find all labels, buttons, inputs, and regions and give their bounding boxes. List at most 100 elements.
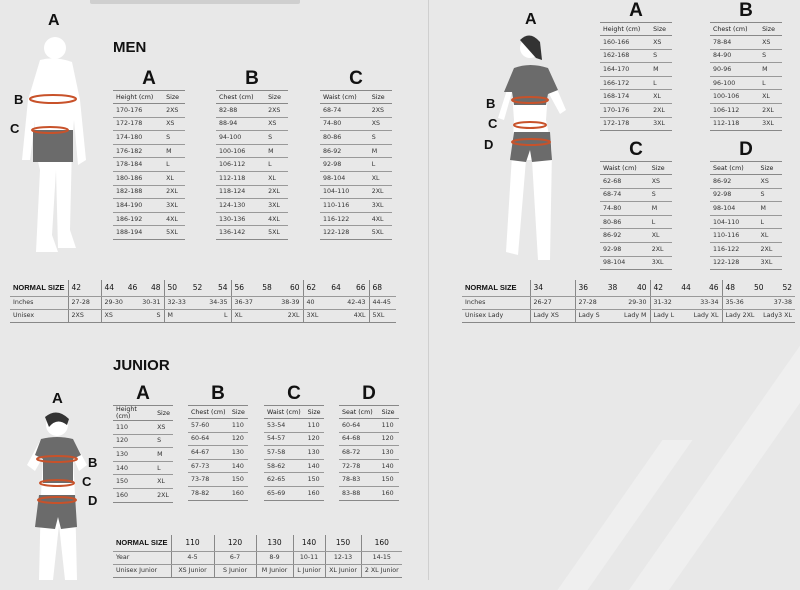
table-cell: M <box>154 447 173 462</box>
table-cell: 122-128 <box>710 256 758 271</box>
table-cell: 3XL <box>368 198 392 213</box>
column-header: Size <box>648 161 672 175</box>
table-cell: 130 <box>378 445 399 460</box>
junior-figure <box>27 412 87 580</box>
size-group-values: 34 <box>534 283 572 292</box>
table-cell: M <box>368 144 392 159</box>
table-header-row: Height (cm) Size <box>113 90 185 104</box>
size-group-values: XL Junior <box>329 567 358 574</box>
size-group-cell: 6-7 <box>213 551 257 565</box>
table-row: 120 S <box>113 434 173 449</box>
table-cell: S <box>759 49 782 64</box>
table-cell: 116-122 <box>320 212 369 227</box>
size-group-cell: 4-5 <box>170 551 215 565</box>
table-row: 62-65 150 <box>264 472 324 487</box>
size-group-cell: Lady XS <box>529 309 575 323</box>
size-group-cell: 32-33 34-35 <box>163 296 232 310</box>
table-row: 90-96 M <box>710 62 782 77</box>
table-cell: M <box>163 144 185 159</box>
table-row: 186-192 4XL <box>113 212 185 227</box>
table-row: 86-92 M <box>320 144 392 159</box>
table-row: 68-74 S <box>600 188 672 203</box>
table-row: 64-67 130 <box>188 445 248 460</box>
size-group-cell: 160 <box>360 535 403 552</box>
table-cell: S <box>648 188 672 203</box>
size-group-values: 140 <box>297 538 322 547</box>
table-cell: 74-80 <box>320 117 369 132</box>
table-header-row: Waist (cm) Size <box>320 90 392 104</box>
size-value: 44-45 <box>372 299 391 306</box>
table-row: 64-68 120 <box>339 432 399 447</box>
size-value: 48 <box>725 283 736 293</box>
table-row: 160 2XL <box>113 488 173 503</box>
table-row: 160-166 XS <box>600 35 672 50</box>
size-group-cell: S Junior <box>213 564 257 578</box>
table-row: 57-60 110 <box>188 418 248 433</box>
normal-size-data-row: Inches 27-28 29-30 30-31 32-33 34-35 36-37 38-3… <box>10 296 397 310</box>
size-value: XS <box>104 312 113 319</box>
table-cell: M <box>265 144 288 159</box>
table-header-row: Waist (cm) Size <box>600 161 672 175</box>
table-cell: 73-78 <box>188 472 229 487</box>
table-cell: 140 <box>228 459 248 474</box>
table-cell: 110 <box>304 418 324 433</box>
table-row: 112-118 XL <box>216 171 288 186</box>
table-cell: XL <box>265 171 288 186</box>
table-row: 74-80 XS <box>320 117 392 132</box>
table-row: 182-188 2XL <box>113 185 185 200</box>
size-value: 12-13 <box>333 554 353 561</box>
size-group-values: M Junior <box>260 567 290 574</box>
men-figure <box>22 37 86 253</box>
size-value: 48 <box>150 283 161 293</box>
table-cell: 92-98 <box>600 242 649 257</box>
table-row: 172-178 XS <box>113 117 185 132</box>
table-header-row: Chest (cm) Size <box>216 90 288 104</box>
size-value: 50 <box>167 283 178 293</box>
size-value: 38-39 <box>281 299 300 306</box>
table-cell: 2XS <box>368 103 392 118</box>
table-cell: 2XL <box>154 488 173 503</box>
table-header-row: Seat (cm) Size <box>710 161 782 175</box>
men-normal-size-table: NORMAL SIZE 42 44 46 48 50 52 54 56 58 60 62 64 66 68 I… <box>10 280 397 323</box>
size-value: 54 <box>217 283 228 293</box>
size-value: 42-43 <box>347 299 366 306</box>
size-group-values: 27-28 <box>72 299 98 306</box>
table-cell: L <box>154 461 173 476</box>
size-group-cell: Lady 2XL Lady3 XL <box>721 309 795 323</box>
size-value: 46 <box>708 283 719 293</box>
size-group-cell: 27-28 29-30 <box>574 296 650 310</box>
size-group-cell: 120 <box>213 535 257 552</box>
figure-label-a: A <box>525 11 537 28</box>
column-header: Size <box>759 22 782 36</box>
size-value: L <box>224 312 228 319</box>
size-group-cell: Lady L Lady XL <box>649 309 722 323</box>
table-letter-d: D <box>362 383 376 404</box>
table-cell: 184-190 <box>113 198 164 213</box>
table-cell: 180-186 <box>113 171 164 186</box>
column-header: Size <box>154 405 173 421</box>
table-row: 65-69 160 <box>264 486 324 501</box>
size-value: 2 XL Junior <box>364 567 399 574</box>
column-header: Size <box>265 90 288 104</box>
row-label: Unisex <box>10 309 69 323</box>
size-value: 62 <box>306 283 317 293</box>
table-letter-b: B <box>211 383 225 404</box>
size-group-cell: 27-28 <box>67 296 102 310</box>
table-cell: 92-98 <box>710 188 758 203</box>
table-cell: XS <box>757 174 782 189</box>
table-row: 84-90 S <box>710 49 782 64</box>
table-cell: 160 <box>378 486 399 501</box>
table-cell: 96-100 <box>710 76 760 91</box>
table-cell: 140 <box>113 461 155 476</box>
size-value: 10-11 <box>299 554 319 561</box>
table-cell: 92-98 <box>320 157 369 172</box>
table-cell: 60-64 <box>339 418 379 433</box>
table-row: 136-142 5XL <box>216 225 288 240</box>
table-header-row: Chest (cm) Size <box>188 405 248 419</box>
table-cell: 54-57 <box>264 432 305 447</box>
table-cell: 172-178 <box>600 117 651 132</box>
size-value: 27-28 <box>71 299 90 306</box>
row-label: Year <box>113 551 172 565</box>
table-cell: 62-68 <box>600 174 649 189</box>
